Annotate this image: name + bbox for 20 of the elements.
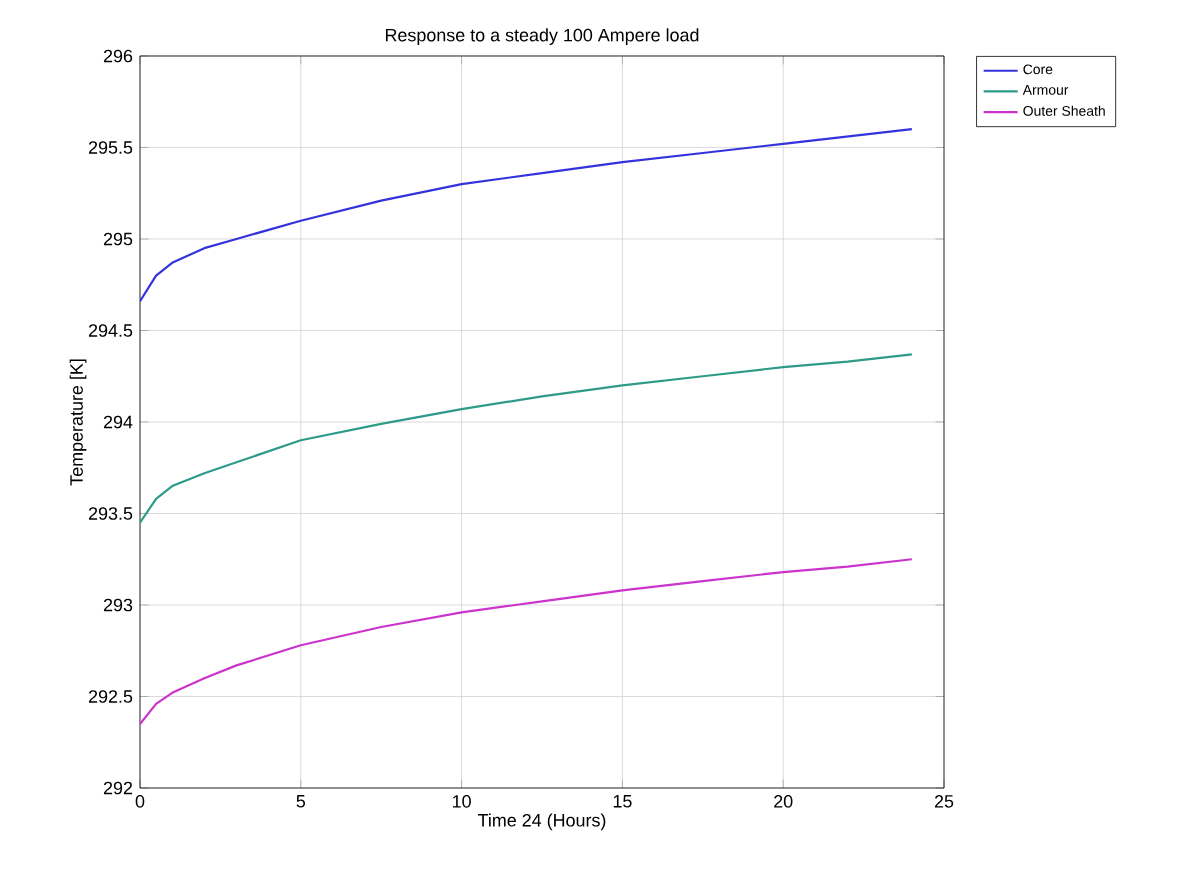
- y-tick-label: 293: [103, 598, 133, 612]
- x-tick-label: 0: [135, 795, 145, 808]
- y-tick-label: 292: [103, 781, 133, 795]
- x-tick-label: 15: [613, 795, 632, 808]
- x-tick-label: 5: [296, 795, 306, 808]
- y-tick-label: 295: [103, 232, 133, 246]
- line-series: [140, 353, 913, 524]
- y-tick-label: 293.5: [88, 507, 133, 520]
- x-axis-title: Time 24 (Hours): [477, 813, 606, 831]
- x-tick-label: 10: [453, 795, 471, 808]
- chart-title: Response to a steady 100 Ampere load: [385, 28, 699, 45]
- x-tick-label: 20: [774, 795, 793, 808]
- line-series: [140, 558, 913, 726]
- y-axis-title: Temperature [K]: [69, 359, 87, 486]
- y-tick-label: 294.5: [88, 324, 133, 337]
- y-tick-label: 295.5: [88, 141, 133, 154]
- y-tick-label: 296: [103, 49, 133, 63]
- y-tick-label: 292.5: [88, 690, 133, 703]
- x-tick-label: 25: [934, 795, 954, 808]
- y-tick-label: 294: [103, 415, 133, 429]
